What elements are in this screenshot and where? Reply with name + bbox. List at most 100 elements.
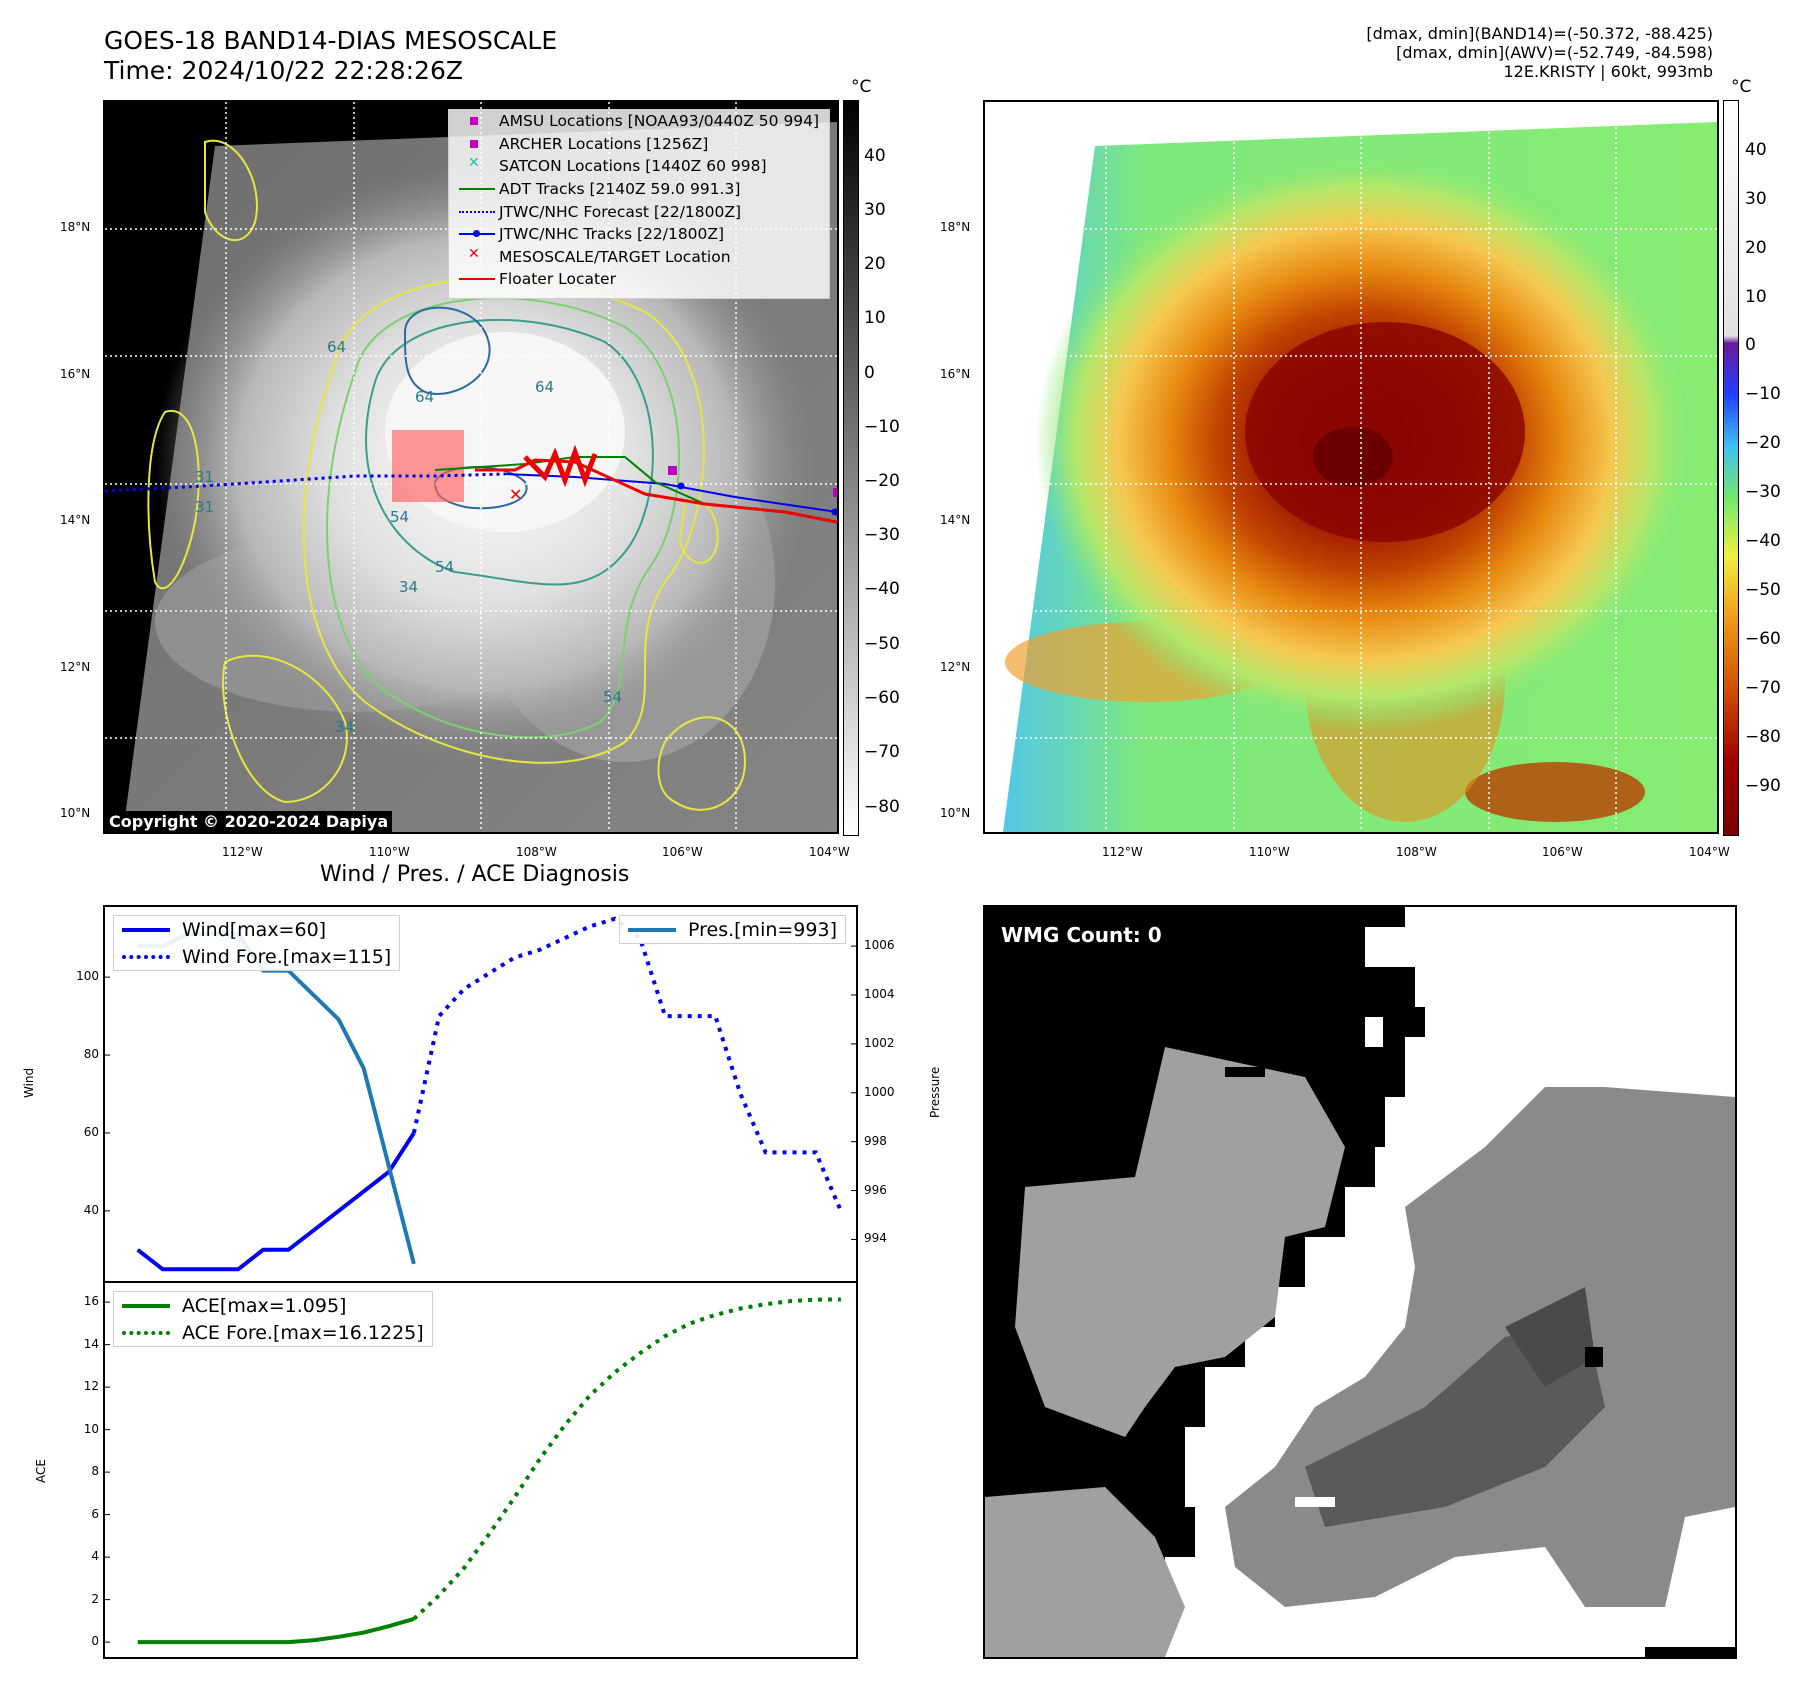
ytick-label: 4 — [91, 1549, 99, 1564]
colorbar-tick: −60 — [864, 688, 900, 708]
awv-map-image — [985, 102, 1717, 832]
colorbar-tick: −80 — [1745, 727, 1781, 747]
dotted-line-icon — [122, 954, 170, 960]
legend-label: Pres.[min=993] — [688, 918, 837, 941]
colorbar-left — [843, 100, 859, 836]
lat-label: 10°N — [60, 806, 91, 820]
ytick-label: 40 — [83, 1202, 99, 1217]
ytick-label: 12 — [83, 1379, 99, 1394]
dotted-line-icon — [122, 1330, 170, 1336]
ytick-label: 8 — [91, 1464, 99, 1479]
meta-line-2: [dmax, dmin](AWV)=(-52.749, -84.598) — [1396, 43, 1713, 62]
lon-label: 112°W — [222, 845, 263, 859]
ytick-label: 14 — [83, 1336, 99, 1351]
jtwc-track — [504, 473, 837, 513]
contour-label: 54 — [390, 508, 409, 526]
legend-label: ARCHER Locations [1256Z] — [499, 134, 709, 153]
legend-row: JTWC/NHC Forecast [22/1800Z] — [449, 200, 829, 223]
legend-label: SATCON Locations [1440Z 60 998] — [499, 157, 767, 176]
legend-row: ✕ MESOSCALE/TARGET Location — [449, 246, 829, 269]
lat-label: 12°N — [940, 660, 971, 674]
wind-pres-chart: Wind[max=60] Wind Fore.[max=115] Pres.[m… — [103, 905, 858, 1283]
line-icon — [455, 271, 499, 287]
legend-row: Pres.[min=993] — [620, 916, 845, 943]
series-line — [412, 1297, 841, 1621]
ytick-label: 80 — [83, 1047, 99, 1062]
colorbar-tick: −80 — [864, 797, 900, 817]
x-marker-icon: ✕ — [468, 245, 480, 262]
legend-row: ADT Tracks [2140Z 59.0 991.3] — [449, 178, 829, 201]
colorbar-tick: 10 — [1745, 287, 1767, 307]
colorbar-tick: −40 — [1745, 531, 1781, 551]
lat-label: 14°N — [60, 513, 91, 527]
copyright-label: Copyright © 2020-2024 Dapiya — [105, 811, 393, 832]
colorbar-tick: 10 — [864, 308, 886, 328]
lat-label: 14°N — [940, 513, 971, 527]
svg-text:✕: ✕ — [509, 485, 522, 504]
colorbar-tick: −50 — [1745, 580, 1781, 600]
lat-label: 16°N — [60, 367, 91, 381]
colorbar-tick: 30 — [1745, 189, 1767, 209]
ytick-label: 16 — [83, 1294, 99, 1309]
contour-label: 34 — [335, 718, 354, 736]
ytick-label: 6 — [91, 1506, 99, 1521]
legend-label: JTWC/NHC Tracks [22/1800Z] — [499, 225, 725, 244]
legend-label: Floater Locater — [499, 270, 616, 289]
y2tick-label: 1006 — [864, 938, 895, 953]
contour-label: 31 — [195, 498, 214, 516]
colorbar-tick: −90 — [1745, 776, 1781, 796]
colorbar-tick: −30 — [864, 525, 900, 545]
meta-line-3: 12E.KRISTY | 60kt, 993mb — [1503, 62, 1714, 81]
legend-row: JTWC/NHC Tracks [22/1800Z] — [449, 223, 829, 246]
colorbar-tick: 0 — [1745, 335, 1756, 355]
y2tick-label: 1004 — [864, 987, 895, 1001]
map-legend: AMSU Locations [NOAA93/0440Z 50 994] ARC… — [448, 109, 830, 299]
colorbar-tick: −10 — [864, 417, 900, 437]
colorbar-tick: 20 — [864, 254, 886, 274]
lat-label: 18°N — [940, 220, 971, 234]
lon-label: 106°W — [1542, 845, 1583, 859]
legend-label: AMSU Locations [NOAA93/0440Z 50 994] — [499, 112, 820, 131]
ytick-label: 60 — [83, 1124, 99, 1139]
colorbar-tick: 20 — [1745, 238, 1767, 258]
solid-line-icon — [122, 927, 170, 933]
legend-row: ARCHER Locations [1256Z] — [449, 133, 829, 156]
lat-label: 10°N — [940, 806, 971, 820]
colorbar-tick: −30 — [1745, 482, 1781, 502]
colorbar-tick: −70 — [864, 742, 900, 762]
wind-legend: Wind[max=60] Wind Fore.[max=115] — [113, 915, 401, 971]
lon-label: 110°W — [369, 845, 410, 859]
colorbar-tick: 30 — [864, 200, 886, 220]
legend-label: Wind[max=60] — [182, 918, 327, 941]
legend-label: ADT Tracks [2140Z 59.0 991.3] — [499, 180, 741, 199]
line-dot-icon — [455, 226, 499, 242]
ytick-label: 2 — [91, 1591, 99, 1606]
contour-label: 54 — [603, 688, 622, 706]
colorbar-unit: °C — [851, 77, 872, 97]
wmg-image — [985, 907, 1735, 1657]
legend-label: MESOSCALE/TARGET Location — [499, 247, 731, 266]
legend-label: Wind Fore.[max=115] — [182, 945, 392, 968]
floater-box — [392, 430, 464, 502]
contour-label: 64 — [415, 388, 434, 406]
legend-row: Wind Fore.[max=115] — [114, 943, 399, 970]
lat-label: 12°N — [60, 660, 91, 674]
lat-label: 16°N — [940, 367, 971, 381]
lon-label: 104°W — [1689, 845, 1730, 859]
title-line-2: Time: 2024/10/22 22:28:26Z — [104, 56, 463, 85]
wmg-panel: WMG Count: 0 — [983, 905, 1737, 1659]
y2tick-label: 1000 — [864, 1084, 895, 1099]
figure-title: GOES-18 BAND14-DIAS MESOSCALE Time: 2024… — [104, 26, 557, 86]
colorbar-tick: −50 — [864, 634, 900, 654]
ace-plot — [105, 1297, 842, 1645]
ir-map-panel: ✕ 64 64 54 54 54 34 34 31 31 64 AMSU Loc… — [103, 100, 839, 834]
ytick-label: 10 — [83, 1421, 99, 1436]
colorbar-tick: −70 — [1745, 678, 1781, 698]
square-icon — [455, 113, 499, 129]
pres-ylabel: Pressure — [928, 1066, 942, 1118]
colorbar-unit: °C — [1731, 77, 1752, 97]
floater-locater — [475, 458, 837, 524]
contour-label: 64 — [535, 378, 554, 396]
lat-label: 18°N — [60, 220, 91, 234]
ace-legend: ACE[max=1.095] ACE Fore.[max=16.1225] — [113, 1291, 433, 1347]
